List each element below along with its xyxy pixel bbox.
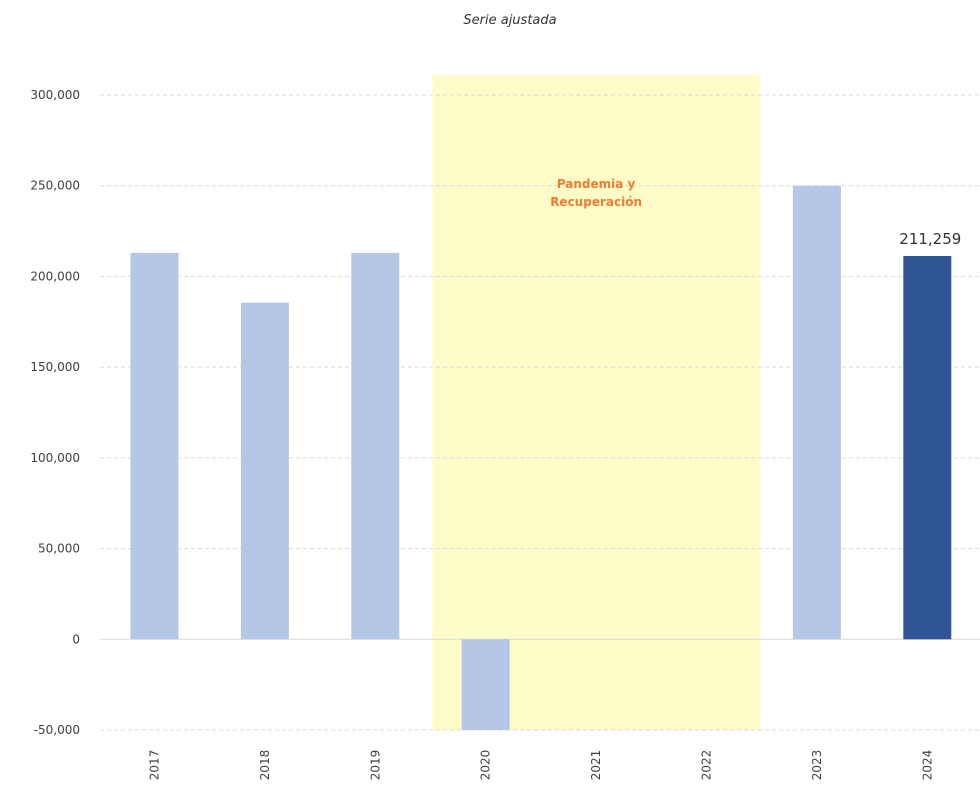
x-tick-label: 2018: [258, 750, 272, 781]
x-tick-label: 2017: [148, 750, 162, 781]
shaded-region-label: Recuperación: [550, 195, 642, 209]
bar-2018: [240, 302, 289, 640]
bar-2024: [903, 256, 952, 640]
x-tick-label: 2023: [810, 750, 824, 781]
y-tick-label: 250,000: [30, 179, 80, 193]
y-tick-label: 50,000: [38, 542, 80, 556]
bar-2020: [461, 639, 510, 730]
bar-2023: [792, 185, 841, 640]
data-label-2024: 211,259: [899, 230, 961, 248]
x-tick-label: 2021: [589, 750, 603, 781]
y-tick-label: 150,000: [30, 360, 80, 374]
x-tick-label: 2019: [368, 750, 382, 781]
y-tick-label: 300,000: [30, 88, 80, 102]
x-tick-label: 2020: [479, 750, 493, 781]
chart-subtitle: Serie ajustada: [463, 13, 556, 28]
y-tick-label: -50,000: [34, 723, 80, 737]
bar-2017: [130, 252, 179, 640]
shaded-region: [432, 75, 760, 730]
bar-2019: [351, 252, 400, 640]
y-tick-label: 100,000: [30, 451, 80, 465]
shaded-region-label: Pandemia y: [557, 177, 636, 191]
x-tick-label: 2022: [700, 750, 714, 781]
y-tick-label: 0: [72, 632, 80, 646]
x-tick-label: 2024: [920, 750, 934, 781]
y-tick-label: 200,000: [30, 269, 80, 283]
